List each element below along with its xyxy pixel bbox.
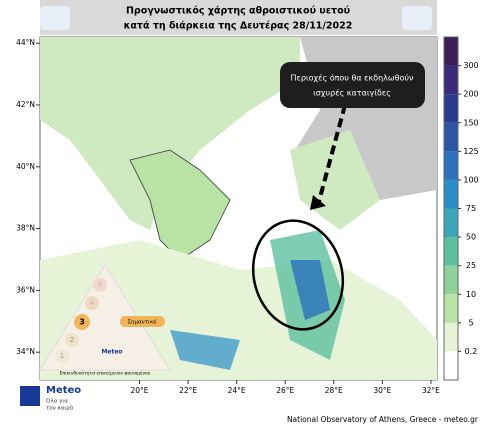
arrow xyxy=(316,104,347,206)
level: 4 xyxy=(90,299,95,307)
colorbar-segment xyxy=(444,351,458,380)
x-tick-label: 22°E xyxy=(179,386,197,395)
x-tick-label: 30°E xyxy=(373,386,391,395)
annotation: Περιοχές όπου θα εκδηλωθούν xyxy=(290,73,414,83)
logo-tagline: Όλα για xyxy=(45,398,68,405)
level: 5 xyxy=(98,281,102,289)
level-badge xyxy=(85,296,99,310)
level-badge xyxy=(74,314,90,330)
colorbar-label: 5 xyxy=(468,318,473,327)
colorbar-segment xyxy=(444,265,458,295)
arrow-head xyxy=(310,195,326,210)
footer: National Observatory of Athens, Greece -… xyxy=(287,415,479,424)
colorbar-segment xyxy=(444,237,458,266)
x-tick-label: 20°E xyxy=(131,386,149,395)
colorbar-label: 150 xyxy=(463,118,478,127)
y-tick-label: 34°N xyxy=(16,347,35,356)
colorbar-segment xyxy=(444,322,458,352)
colorbar-segment xyxy=(444,294,458,323)
level-label-bg xyxy=(120,316,165,327)
highlight-ellipse xyxy=(251,219,345,331)
annotation-box xyxy=(280,62,425,108)
caption: Επικινδυνότητα επικείμενου φαινομένου xyxy=(60,370,151,377)
colorbar-label: 25 xyxy=(466,261,476,270)
badge: Meteo xyxy=(101,349,122,356)
colorbar-label: 75 xyxy=(466,204,476,213)
weather-icon xyxy=(40,6,70,30)
logo-tagline: τον καιρό xyxy=(46,405,74,412)
x-tick-label: 32°E xyxy=(422,386,440,395)
colorbar-segment xyxy=(444,94,458,123)
colorbar: 0.2 5 10 25 50 75 100 125 150 200 300 xyxy=(443,36,479,381)
y-tick-label: 36°N xyxy=(16,285,35,294)
y-tick-label: 40°N xyxy=(16,162,35,171)
weather-icon xyxy=(402,6,432,30)
title: κατά τη διάρκεια της Δευτέρας 28/11/2022 xyxy=(124,21,353,32)
colorbar-label: 125 xyxy=(463,147,478,156)
x-tick-label: 24°E xyxy=(228,386,246,395)
level: 2 xyxy=(70,336,74,344)
colorbar-segment xyxy=(444,122,458,152)
colorbar-segment xyxy=(444,151,458,180)
level-label: Σημαντικό xyxy=(128,319,158,326)
colorbar-segment xyxy=(444,37,458,66)
logo-mark xyxy=(20,386,40,406)
colorbar-label: 200 xyxy=(463,90,478,99)
y-tick-label: 38°N xyxy=(16,224,35,233)
colorbar-label: 300 xyxy=(463,61,478,70)
x-tick-label: 28°E xyxy=(325,386,343,395)
level: 1 xyxy=(60,352,64,360)
y-tick-label: 42°N xyxy=(16,100,35,109)
colorbar-label: 10 xyxy=(466,290,476,299)
rain-area xyxy=(170,330,240,370)
y-tick-label: 44°N xyxy=(16,38,35,47)
level-badge xyxy=(93,278,107,292)
annotation: ισχυρές καταιγίδες xyxy=(313,88,391,98)
axes: 34°N 36°N 38°N 40°N 42°N 44°N 20°E 22°E 24°E 26°E… xyxy=(16,38,440,395)
map: Περιοχές όπου θα εκδηλωθούν ισχυρές κατα… xyxy=(39,36,438,381)
colorbar-label: 0.2 xyxy=(465,347,478,356)
x-tick-label: 26°E xyxy=(276,386,294,395)
greece xyxy=(129,149,231,261)
rain-area xyxy=(290,260,330,320)
colorbar-label: 50 xyxy=(466,233,476,242)
colorbar-segment xyxy=(444,208,458,238)
title: Προγνωστικός χάρτης αθροιστικού υετού xyxy=(126,6,350,17)
colorbar-segment xyxy=(444,65,458,95)
level: 3 xyxy=(79,318,85,327)
colorbar-label: 100 xyxy=(463,175,478,184)
level-badge xyxy=(65,333,79,347)
header-bar xyxy=(40,0,437,35)
level-badge xyxy=(55,349,69,363)
colorbar-segment xyxy=(444,179,458,209)
logo-name: Meteo xyxy=(46,385,81,396)
land-rain xyxy=(40,37,300,230)
